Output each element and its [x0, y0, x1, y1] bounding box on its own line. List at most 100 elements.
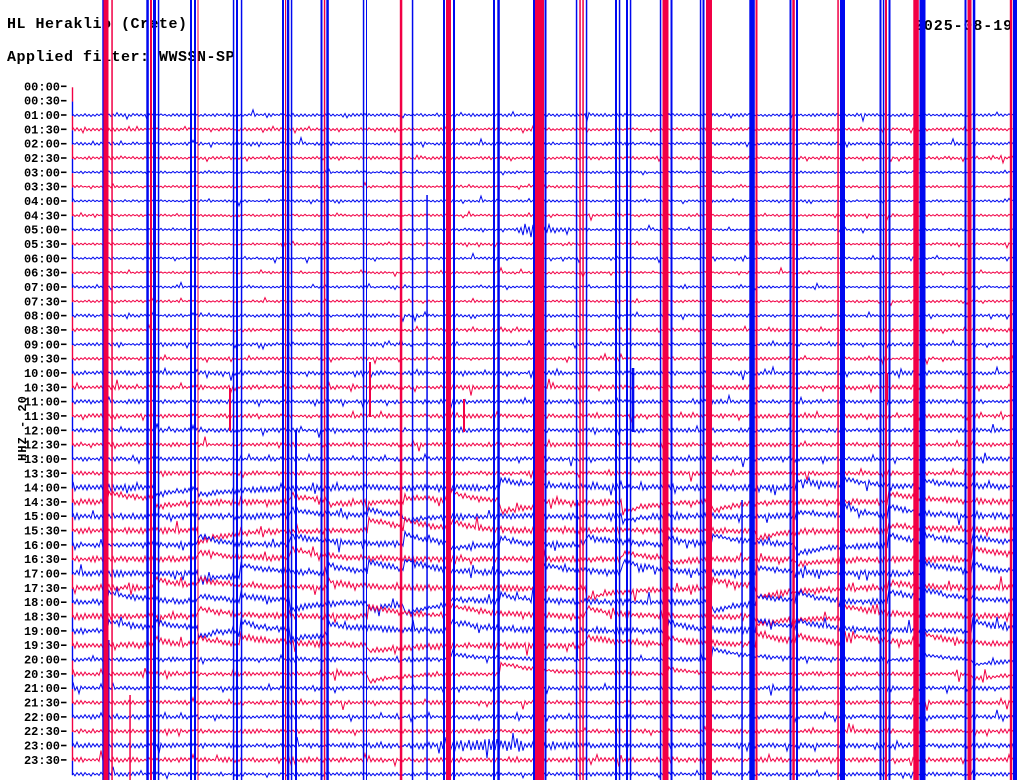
- time-label: 23:30: [24, 754, 60, 768]
- spike-line: [575, 0, 578, 780]
- partial-spike-line: [631, 368, 635, 432]
- trace-start-spike: [71, 201, 74, 217]
- time-label: 10:00: [24, 367, 60, 381]
- time-label: 15:00: [24, 510, 60, 524]
- spike-line: [194, 0, 196, 780]
- time-label: 03:00: [24, 166, 60, 180]
- spike-line: [399, 0, 403, 780]
- trace-start-spike: [71, 603, 74, 618]
- partial-spike-line: [129, 695, 131, 780]
- trace-start-spike: [71, 230, 74, 245]
- axis-tick: [61, 142, 67, 145]
- spike-line: [535, 0, 544, 780]
- spike-line: [366, 0, 367, 780]
- trace-start-spike: [71, 588, 74, 604]
- trace-start-spike: [71, 703, 74, 718]
- time-label: 16:00: [24, 539, 60, 553]
- trace-start-spike: [71, 717, 74, 733]
- trace-start-spike: [71, 216, 74, 231]
- axis-tick: [61, 329, 67, 331]
- time-label: 17:00: [24, 568, 60, 582]
- trace-start-spike: [71, 302, 74, 317]
- spike-line: [796, 0, 798, 780]
- trace-start-spike: [71, 674, 74, 690]
- axis-tick: [61, 99, 67, 102]
- filter-label: Applied filter: WWSSN-SP: [7, 49, 236, 66]
- spike-line: [493, 0, 495, 780]
- time-label: 09:00: [24, 338, 60, 352]
- time-label: 16:30: [24, 553, 60, 567]
- spike-line: [755, 0, 758, 780]
- time-label: 02:00: [24, 138, 60, 152]
- time-label: 01:00: [24, 109, 60, 123]
- axis-tick: [61, 572, 67, 575]
- axis-tick: [61, 400, 67, 403]
- spike-line: [150, 0, 152, 780]
- spike-line: [964, 0, 967, 780]
- time-label: 22:30: [24, 725, 60, 739]
- time-label: 13:00: [24, 453, 60, 467]
- time-label: 00:00: [24, 80, 60, 94]
- trace-start-spike: [71, 617, 74, 632]
- date-label: 2025-08-19: [914, 18, 1014, 35]
- spike-line: [232, 0, 235, 780]
- spike-line: [1013, 0, 1017, 780]
- trace-start-spike: [71, 373, 74, 389]
- time-label: 06:00: [24, 252, 60, 266]
- axis-tick: [61, 415, 67, 417]
- spike-line: [919, 0, 926, 780]
- time-label: 06:30: [24, 267, 60, 281]
- trace-start-spike: [71, 560, 74, 575]
- trace-start-spike: [71, 545, 74, 561]
- spike-line: [702, 0, 705, 780]
- trace-start-spike: [71, 244, 74, 260]
- time-label: 19:30: [24, 639, 60, 653]
- axis-tick: [61, 185, 67, 188]
- time-label: 00:30: [24, 95, 60, 109]
- spike-line: [662, 0, 669, 780]
- spike-line: [446, 0, 451, 780]
- spike-line: [749, 0, 755, 780]
- time-label: 03:30: [24, 181, 60, 195]
- trace-start-spike: [71, 101, 74, 116]
- trace-start-spike: [71, 402, 74, 417]
- time-label: 08:00: [24, 310, 60, 324]
- spike-line: [443, 0, 445, 780]
- time-label: 02:30: [24, 152, 60, 166]
- time-label: 12:00: [24, 424, 60, 438]
- axis-tick: [61, 257, 67, 260]
- axis-tick: [61, 615, 67, 618]
- time-label: 01:30: [24, 123, 60, 137]
- trace-start-spike: [71, 87, 74, 102]
- axis-tick: [61, 157, 67, 159]
- spike-line: [840, 0, 845, 780]
- spike-line: [629, 0, 632, 780]
- time-label: 13:30: [24, 467, 60, 481]
- axis-tick: [61, 644, 67, 646]
- spike-line: [282, 0, 284, 780]
- axis-tick: [61, 529, 67, 532]
- spike-line: [579, 0, 581, 780]
- spike-line: [885, 0, 887, 780]
- axis-tick: [61, 114, 67, 116]
- spike-line: [699, 0, 702, 780]
- trace-start-spike: [71, 760, 74, 776]
- time-label: 23:00: [24, 740, 60, 754]
- trace-start-spike: [71, 173, 74, 188]
- axis-tick: [61, 673, 67, 675]
- axis-tick: [61, 443, 67, 446]
- spike-line: [320, 0, 323, 780]
- time-label: 14:30: [24, 496, 60, 510]
- trace-start-spike: [71, 144, 74, 159]
- axis-tick: [61, 744, 67, 747]
- trace-start-spike: [71, 689, 74, 704]
- axis-tick: [61, 701, 67, 704]
- trace-start-spike: [71, 488, 74, 503]
- trace-start-spike: [71, 660, 74, 675]
- spike-line: [157, 0, 160, 780]
- spike-line: [582, 0, 584, 780]
- time-label: 19:00: [24, 625, 60, 639]
- axis-tick: [61, 716, 67, 718]
- spike-line: [453, 0, 455, 780]
